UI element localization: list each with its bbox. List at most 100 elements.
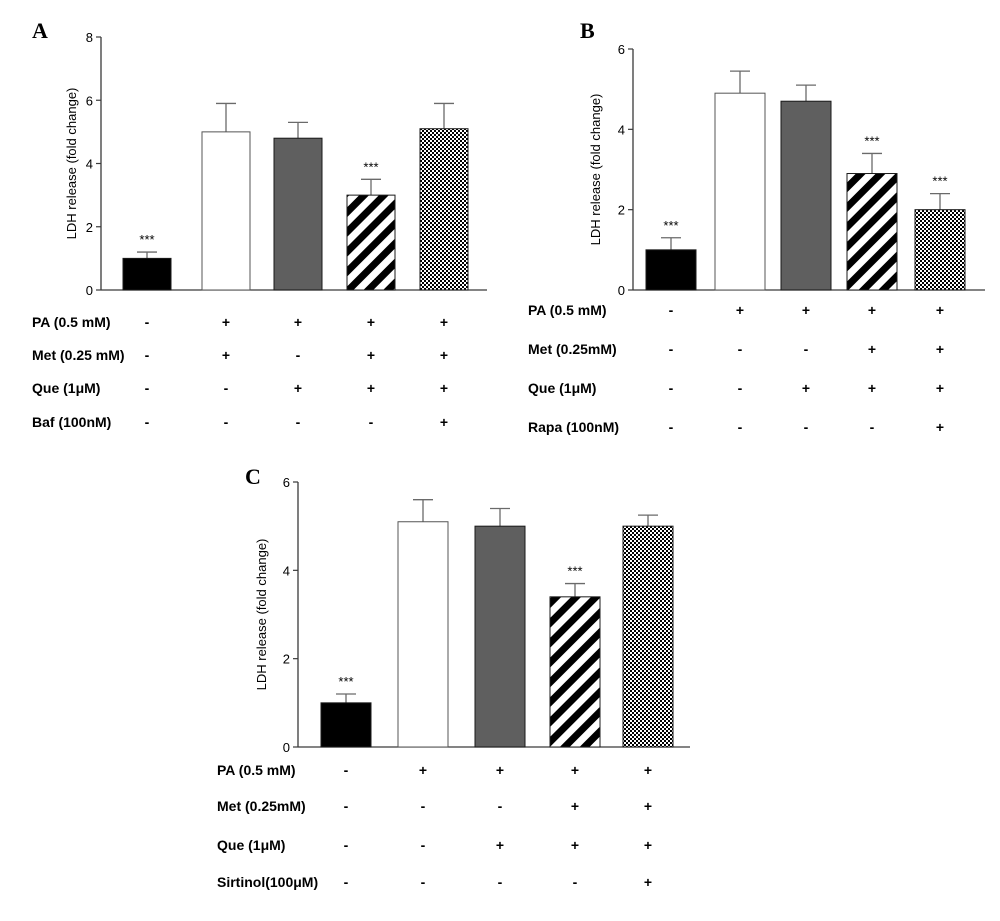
condition-sign: - bbox=[224, 380, 229, 396]
condition-label: Sirtinol(100μM) bbox=[217, 874, 318, 890]
condition-sign: + bbox=[802, 380, 810, 396]
condition-sign: + bbox=[644, 762, 652, 778]
condition-label: PA (0.5 mM) bbox=[32, 314, 111, 330]
condition-sign: - bbox=[669, 380, 674, 396]
condition-label: Que (1μM) bbox=[528, 380, 596, 396]
significance-label: *** bbox=[567, 564, 582, 579]
condition-sign: + bbox=[736, 302, 744, 318]
significance-label: *** bbox=[864, 133, 879, 148]
y-tick-label: 6 bbox=[283, 475, 290, 490]
condition-sign: - bbox=[669, 341, 674, 357]
bar bbox=[320, 702, 372, 748]
y-tick-label: 2 bbox=[283, 652, 290, 667]
bar bbox=[914, 209, 966, 291]
condition-label: Met (0.25mM) bbox=[217, 798, 306, 814]
condition-sign: - bbox=[738, 341, 743, 357]
bar bbox=[419, 128, 469, 291]
bar bbox=[201, 131, 251, 291]
condition-sign: + bbox=[644, 874, 652, 890]
condition-label: PA (0.5 mM) bbox=[528, 302, 607, 318]
panel-letter: A bbox=[32, 18, 48, 43]
y-tick-label: 6 bbox=[86, 93, 93, 108]
condition-sign: - bbox=[421, 874, 426, 890]
condition-sign: + bbox=[571, 798, 579, 814]
y-tick-label: 4 bbox=[283, 563, 290, 578]
condition-sign: + bbox=[419, 762, 427, 778]
y-tick-label: 2 bbox=[618, 203, 625, 218]
condition-sign: + bbox=[936, 380, 944, 396]
y-tick-label: 4 bbox=[618, 122, 625, 137]
bar bbox=[122, 257, 172, 291]
condition-sign: + bbox=[440, 347, 448, 363]
condition-sign: + bbox=[222, 347, 230, 363]
condition-sign: + bbox=[440, 414, 448, 430]
condition-sign: - bbox=[804, 419, 809, 435]
condition-label: Que (1μM) bbox=[217, 837, 285, 853]
condition-sign: + bbox=[868, 341, 876, 357]
condition-sign: - bbox=[344, 762, 349, 778]
bar bbox=[622, 525, 674, 748]
significance-label: *** bbox=[932, 174, 947, 189]
panel-b: B 0 2 4 6 LDH release (fold change) *** *** *** P… bbox=[528, 18, 985, 435]
condition-sign: - bbox=[738, 380, 743, 396]
y-tick-label: 6 bbox=[618, 42, 625, 57]
condition-sign: + bbox=[440, 380, 448, 396]
condition-label: PA (0.5 mM) bbox=[217, 762, 296, 778]
condition-sign: + bbox=[936, 419, 944, 435]
condition-sign: + bbox=[571, 837, 579, 853]
condition-sign: + bbox=[367, 314, 375, 330]
condition-sign: + bbox=[294, 380, 302, 396]
condition-sign: + bbox=[936, 302, 944, 318]
y-tick-label: 2 bbox=[86, 220, 93, 235]
condition-sign: - bbox=[145, 347, 150, 363]
bar bbox=[273, 137, 323, 291]
condition-sign: + bbox=[496, 762, 504, 778]
condition-sign: - bbox=[296, 414, 301, 430]
bar bbox=[645, 249, 697, 291]
panel-a: A 0 2 4 6 8 LDH release (fold change) *** *** PA … bbox=[32, 18, 487, 430]
condition-sign: - bbox=[344, 798, 349, 814]
condition-sign: - bbox=[224, 414, 229, 430]
condition-sign: - bbox=[498, 874, 503, 890]
condition-sign: + bbox=[496, 837, 504, 853]
condition-sign: - bbox=[870, 419, 875, 435]
condition-sign: + bbox=[367, 380, 375, 396]
panel-letter: B bbox=[580, 18, 595, 43]
condition-sign: - bbox=[421, 798, 426, 814]
significance-label: *** bbox=[363, 159, 378, 174]
y-axis-label: LDH release (fold change) bbox=[254, 539, 269, 691]
bar bbox=[549, 596, 601, 748]
condition-label: Que (1μM) bbox=[32, 380, 100, 396]
bar bbox=[846, 173, 898, 291]
condition-sign: + bbox=[571, 762, 579, 778]
significance-label: *** bbox=[139, 232, 154, 247]
condition-sign: + bbox=[644, 798, 652, 814]
condition-sign: - bbox=[145, 314, 150, 330]
condition-sign: + bbox=[222, 314, 230, 330]
condition-sign: + bbox=[936, 341, 944, 357]
condition-sign: + bbox=[802, 302, 810, 318]
y-tick-label: 0 bbox=[283, 740, 290, 755]
condition-sign: - bbox=[669, 302, 674, 318]
bar bbox=[346, 194, 396, 291]
bar bbox=[474, 525, 526, 748]
bar bbox=[714, 92, 766, 291]
bar bbox=[780, 100, 832, 291]
condition-label: Baf (100nM) bbox=[32, 414, 111, 430]
condition-sign: + bbox=[644, 837, 652, 853]
y-tick-label: 0 bbox=[86, 283, 93, 298]
condition-sign: + bbox=[440, 314, 448, 330]
condition-sign: - bbox=[421, 837, 426, 853]
condition-sign: - bbox=[498, 798, 503, 814]
condition-sign: + bbox=[367, 347, 375, 363]
y-tick-label: 0 bbox=[618, 283, 625, 298]
condition-sign: - bbox=[669, 419, 674, 435]
condition-sign: - bbox=[344, 837, 349, 853]
condition-sign: - bbox=[738, 419, 743, 435]
condition-sign: - bbox=[804, 341, 809, 357]
significance-label: *** bbox=[663, 218, 678, 233]
condition-sign: - bbox=[344, 874, 349, 890]
y-tick-label: 4 bbox=[86, 157, 93, 172]
condition-label: Met (0.25mM) bbox=[528, 341, 617, 357]
